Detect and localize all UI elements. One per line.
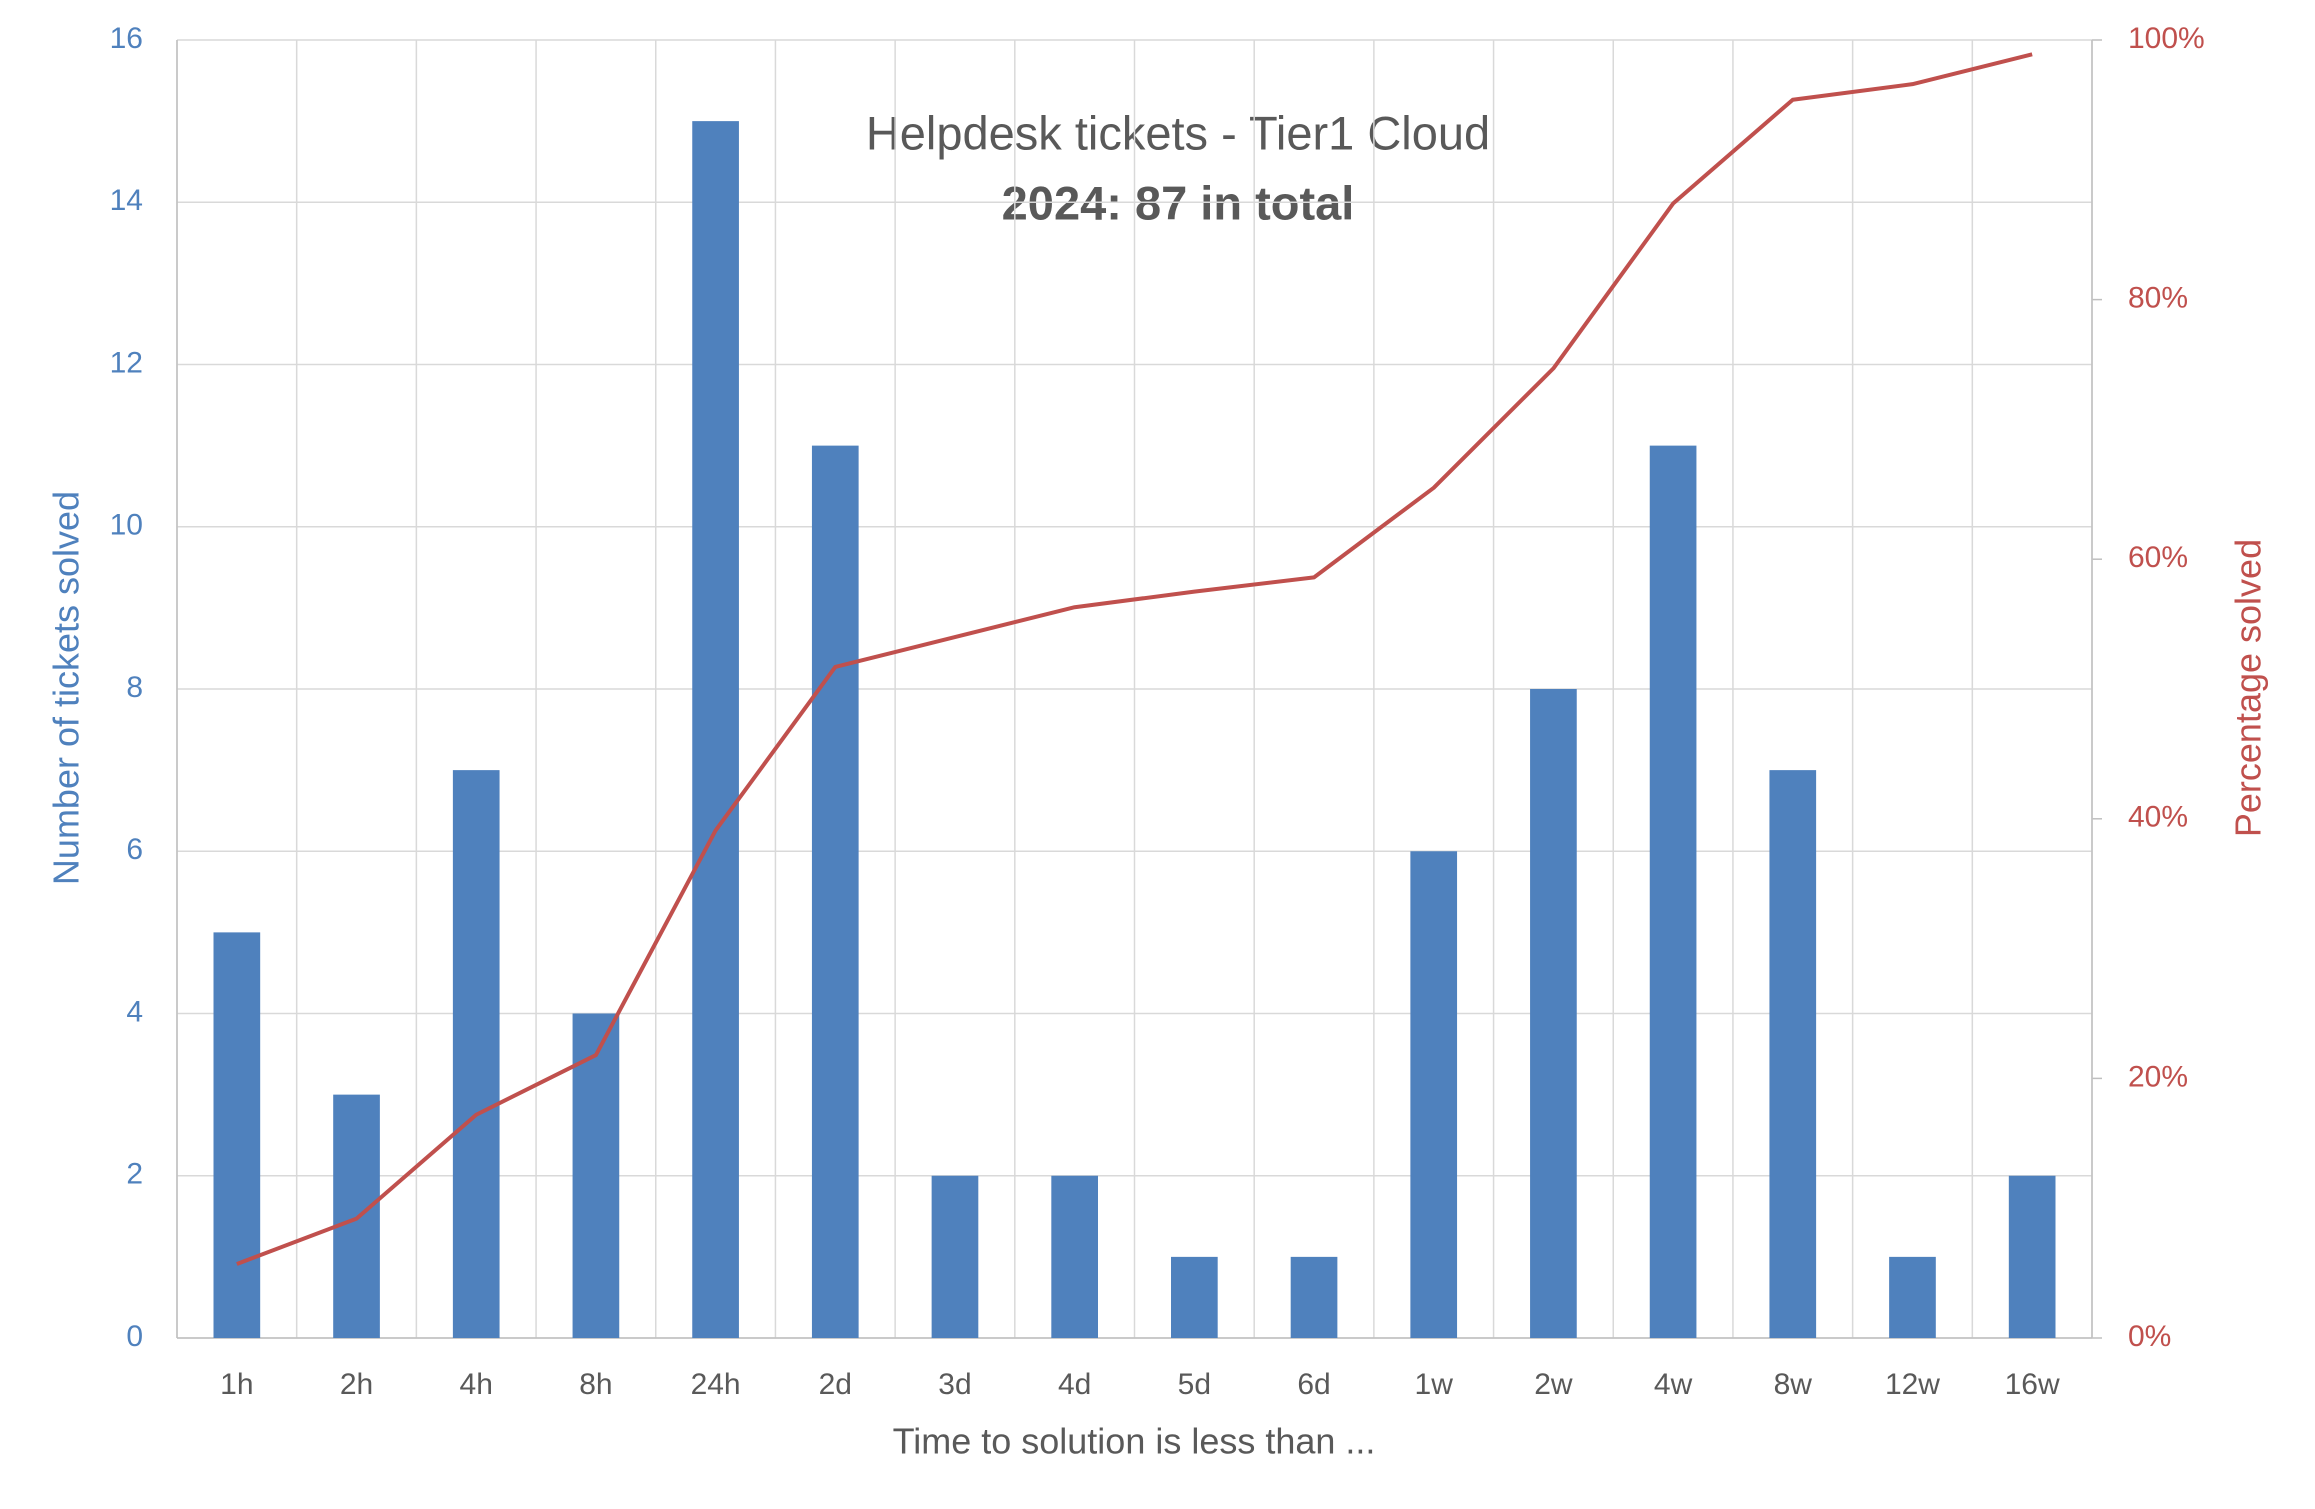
bar: [1530, 689, 1577, 1338]
bar: [1290, 1256, 1338, 1338]
y-tick-label: 6: [126, 833, 143, 866]
y-axis-title: Number of tickets solved: [46, 491, 87, 885]
y-tick-label: 2: [126, 1158, 143, 1191]
y2-tick-label: 20%: [2128, 1060, 2188, 1093]
y2-tick-label: 40%: [2128, 801, 2188, 834]
bar: [452, 770, 500, 1338]
x-tick-label: 2d: [819, 1368, 852, 1401]
bar: [811, 445, 859, 1338]
y-tick-label: 0: [126, 1320, 143, 1353]
x-tick-label: 8h: [579, 1368, 612, 1401]
y2-tick-label: 100%: [2128, 22, 2205, 55]
x-tick-label: 3d: [938, 1368, 971, 1401]
bar: [572, 1013, 620, 1338]
bar: [1410, 851, 1458, 1338]
bar: [1051, 1175, 1098, 1338]
y-tick-label: 8: [126, 671, 143, 704]
bar: [931, 1175, 979, 1338]
y-tick-label: 14: [110, 184, 143, 217]
x-axis-title: Time to solution is less than ...: [893, 1421, 1376, 1462]
x-tick-label: 4d: [1058, 1368, 1091, 1401]
chart-title: Helpdesk tickets - Tier1 Cloud: [866, 106, 1490, 159]
y2-tick-label: 80%: [2128, 282, 2188, 315]
y-tick-label: 16: [110, 22, 143, 55]
bar: [1769, 770, 1817, 1338]
x-tick-label: 6d: [1297, 1368, 1330, 1401]
x-tick-label: 12w: [1885, 1368, 1940, 1401]
x-tick-label: 8w: [1774, 1368, 1813, 1401]
y2-tick-label: 0%: [2128, 1320, 2171, 1353]
x-tick-label: 1w: [1415, 1368, 1454, 1401]
x-tick-label: 16w: [2005, 1368, 2060, 1401]
line: [236, 52, 2033, 1266]
x-tick-label: 2h: [340, 1368, 373, 1401]
x-tick-label: 5d: [1178, 1368, 1211, 1401]
x-tick-label: 4h: [460, 1368, 493, 1401]
y2-axis-title: Percentage solved: [2228, 539, 2269, 837]
bar: [2008, 1175, 2056, 1338]
bar: [213, 932, 261, 1338]
x-tick-label: 24h: [691, 1368, 741, 1401]
x-tick-label: 1h: [220, 1368, 253, 1401]
x-tick-label: 2w: [1534, 1368, 1573, 1401]
x-tick-label: 4w: [1654, 1368, 1693, 1401]
y-tick-label: 12: [110, 346, 143, 379]
y-tick-label: 4: [126, 995, 143, 1028]
y-tick-label: 10: [110, 509, 143, 542]
bar: [1889, 1256, 1936, 1338]
bar: [1649, 445, 1697, 1338]
bar: [1171, 1256, 1218, 1338]
bar: [692, 121, 739, 1338]
y2-tick-label: 60%: [2128, 541, 2188, 574]
